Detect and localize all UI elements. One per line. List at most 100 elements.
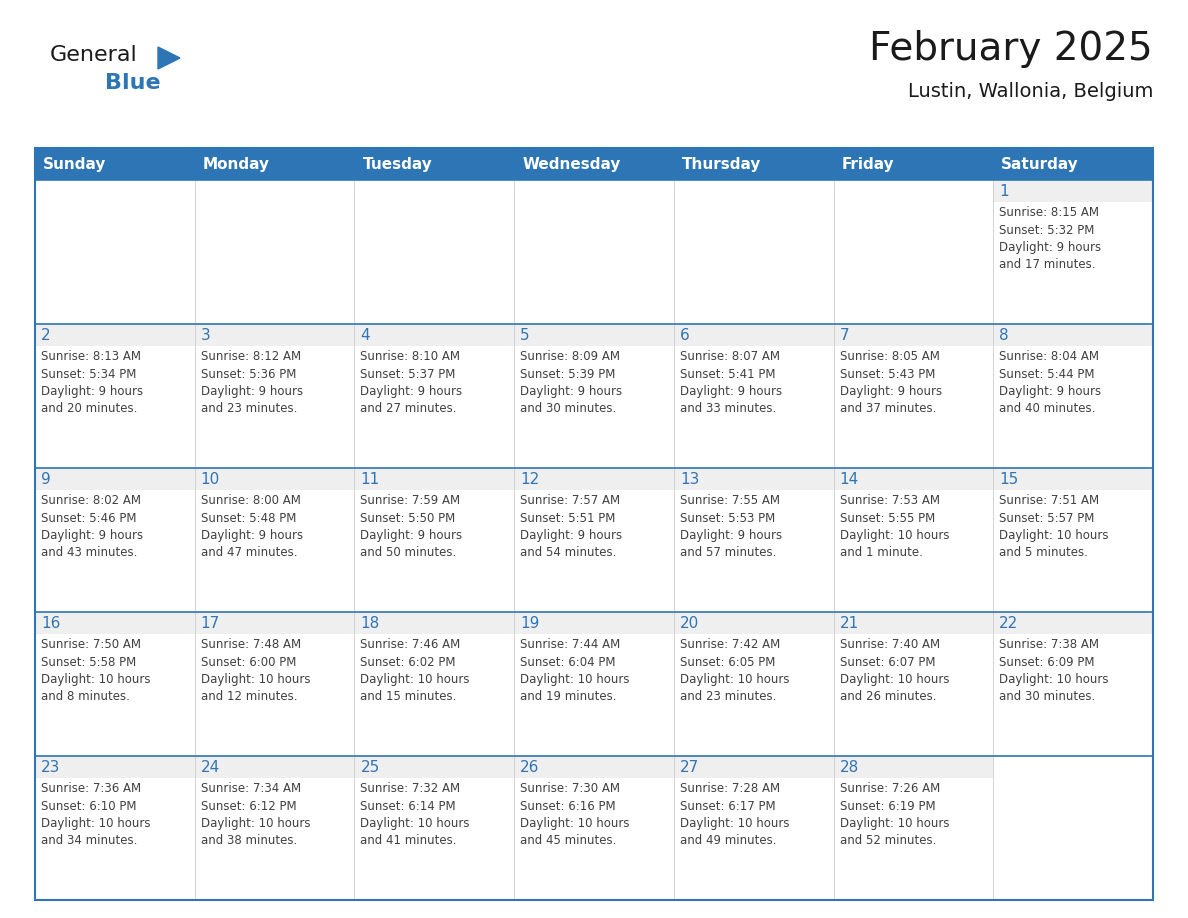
Text: Sunrise: 8:12 AM
Sunset: 5:36 PM
Daylight: 9 hours
and 23 minutes.: Sunrise: 8:12 AM Sunset: 5:36 PM Dayligh… <box>201 350 303 416</box>
FancyBboxPatch shape <box>195 324 354 468</box>
FancyBboxPatch shape <box>834 612 993 756</box>
Text: 25: 25 <box>360 760 380 775</box>
Text: 2: 2 <box>42 328 51 343</box>
FancyBboxPatch shape <box>834 180 993 324</box>
Text: Sunrise: 7:28 AM
Sunset: 6:17 PM
Daylight: 10 hours
and 49 minutes.: Sunrise: 7:28 AM Sunset: 6:17 PM Dayligh… <box>680 782 789 847</box>
FancyBboxPatch shape <box>834 612 993 634</box>
Text: Sunrise: 7:53 AM
Sunset: 5:55 PM
Daylight: 10 hours
and 1 minute.: Sunrise: 7:53 AM Sunset: 5:55 PM Dayligh… <box>840 494 949 559</box>
FancyBboxPatch shape <box>354 612 514 634</box>
Text: Blue: Blue <box>105 73 160 93</box>
FancyBboxPatch shape <box>674 180 834 324</box>
Text: Sunrise: 7:46 AM
Sunset: 6:02 PM
Daylight: 10 hours
and 15 minutes.: Sunrise: 7:46 AM Sunset: 6:02 PM Dayligh… <box>360 638 470 703</box>
Text: 3: 3 <box>201 328 210 343</box>
FancyBboxPatch shape <box>993 324 1154 346</box>
Text: Sunrise: 7:44 AM
Sunset: 6:04 PM
Daylight: 10 hours
and 19 minutes.: Sunrise: 7:44 AM Sunset: 6:04 PM Dayligh… <box>520 638 630 703</box>
Text: Sunrise: 7:57 AM
Sunset: 5:51 PM
Daylight: 9 hours
and 54 minutes.: Sunrise: 7:57 AM Sunset: 5:51 PM Dayligh… <box>520 494 623 559</box>
FancyBboxPatch shape <box>354 612 514 756</box>
FancyBboxPatch shape <box>195 756 354 778</box>
FancyBboxPatch shape <box>195 180 354 324</box>
FancyBboxPatch shape <box>514 612 674 756</box>
Text: 26: 26 <box>520 760 539 775</box>
FancyBboxPatch shape <box>834 756 993 778</box>
FancyBboxPatch shape <box>354 324 514 346</box>
FancyBboxPatch shape <box>34 756 195 778</box>
Text: Sunrise: 8:09 AM
Sunset: 5:39 PM
Daylight: 9 hours
and 30 minutes.: Sunrise: 8:09 AM Sunset: 5:39 PM Dayligh… <box>520 350 623 416</box>
FancyBboxPatch shape <box>34 612 195 634</box>
FancyBboxPatch shape <box>195 612 354 756</box>
FancyBboxPatch shape <box>993 180 1154 324</box>
FancyBboxPatch shape <box>514 468 674 490</box>
Text: Sunday: Sunday <box>43 156 107 172</box>
FancyBboxPatch shape <box>195 468 354 490</box>
Text: Sunrise: 8:15 AM
Sunset: 5:32 PM
Daylight: 9 hours
and 17 minutes.: Sunrise: 8:15 AM Sunset: 5:32 PM Dayligh… <box>999 206 1101 272</box>
Text: Saturday: Saturday <box>1001 156 1079 172</box>
FancyBboxPatch shape <box>834 324 993 346</box>
Text: Lustin, Wallonia, Belgium: Lustin, Wallonia, Belgium <box>908 82 1154 101</box>
Text: February 2025: February 2025 <box>870 30 1154 68</box>
Text: 7: 7 <box>840 328 849 343</box>
Text: Sunrise: 8:02 AM
Sunset: 5:46 PM
Daylight: 9 hours
and 43 minutes.: Sunrise: 8:02 AM Sunset: 5:46 PM Dayligh… <box>42 494 143 559</box>
FancyBboxPatch shape <box>674 324 834 468</box>
FancyBboxPatch shape <box>993 324 1154 468</box>
Text: Sunrise: 7:59 AM
Sunset: 5:50 PM
Daylight: 9 hours
and 50 minutes.: Sunrise: 7:59 AM Sunset: 5:50 PM Dayligh… <box>360 494 462 559</box>
Text: 24: 24 <box>201 760 220 775</box>
FancyBboxPatch shape <box>674 324 834 346</box>
FancyBboxPatch shape <box>34 324 195 468</box>
FancyBboxPatch shape <box>34 756 195 900</box>
Text: Wednesday: Wednesday <box>523 156 620 172</box>
FancyBboxPatch shape <box>674 612 834 756</box>
FancyBboxPatch shape <box>993 756 1154 900</box>
Text: 9: 9 <box>42 472 51 487</box>
Text: 13: 13 <box>680 472 700 487</box>
Text: Sunrise: 7:30 AM
Sunset: 6:16 PM
Daylight: 10 hours
and 45 minutes.: Sunrise: 7:30 AM Sunset: 6:16 PM Dayligh… <box>520 782 630 847</box>
FancyBboxPatch shape <box>834 468 993 612</box>
Text: 16: 16 <box>42 616 61 631</box>
Text: Sunrise: 7:38 AM
Sunset: 6:09 PM
Daylight: 10 hours
and 30 minutes.: Sunrise: 7:38 AM Sunset: 6:09 PM Dayligh… <box>999 638 1108 703</box>
FancyBboxPatch shape <box>993 468 1154 490</box>
Text: 14: 14 <box>840 472 859 487</box>
FancyBboxPatch shape <box>993 612 1154 634</box>
FancyBboxPatch shape <box>354 756 514 900</box>
FancyBboxPatch shape <box>354 324 514 468</box>
Text: 10: 10 <box>201 472 220 487</box>
Text: General: General <box>50 45 138 65</box>
FancyBboxPatch shape <box>34 612 195 756</box>
FancyBboxPatch shape <box>834 324 993 468</box>
Text: Sunrise: 7:32 AM
Sunset: 6:14 PM
Daylight: 10 hours
and 41 minutes.: Sunrise: 7:32 AM Sunset: 6:14 PM Dayligh… <box>360 782 470 847</box>
Text: 22: 22 <box>999 616 1018 631</box>
FancyBboxPatch shape <box>354 468 514 612</box>
Text: Sunrise: 7:26 AM
Sunset: 6:19 PM
Daylight: 10 hours
and 52 minutes.: Sunrise: 7:26 AM Sunset: 6:19 PM Dayligh… <box>840 782 949 847</box>
FancyBboxPatch shape <box>674 756 834 778</box>
Text: Sunrise: 7:48 AM
Sunset: 6:00 PM
Daylight: 10 hours
and 12 minutes.: Sunrise: 7:48 AM Sunset: 6:00 PM Dayligh… <box>201 638 310 703</box>
Text: 19: 19 <box>520 616 539 631</box>
FancyBboxPatch shape <box>993 612 1154 756</box>
FancyBboxPatch shape <box>993 468 1154 612</box>
Text: 4: 4 <box>360 328 369 343</box>
Text: Sunrise: 7:42 AM
Sunset: 6:05 PM
Daylight: 10 hours
and 23 minutes.: Sunrise: 7:42 AM Sunset: 6:05 PM Dayligh… <box>680 638 789 703</box>
Text: 6: 6 <box>680 328 689 343</box>
FancyBboxPatch shape <box>514 324 674 468</box>
Text: Tuesday: Tuesday <box>362 156 432 172</box>
FancyBboxPatch shape <box>514 324 674 346</box>
Text: 11: 11 <box>360 472 380 487</box>
Text: 20: 20 <box>680 616 699 631</box>
Text: Sunrise: 8:07 AM
Sunset: 5:41 PM
Daylight: 9 hours
and 33 minutes.: Sunrise: 8:07 AM Sunset: 5:41 PM Dayligh… <box>680 350 782 416</box>
FancyBboxPatch shape <box>514 468 674 612</box>
Text: 17: 17 <box>201 616 220 631</box>
Text: 15: 15 <box>999 472 1018 487</box>
FancyBboxPatch shape <box>34 324 195 346</box>
Text: 5: 5 <box>520 328 530 343</box>
Text: Sunrise: 7:50 AM
Sunset: 5:58 PM
Daylight: 10 hours
and 8 minutes.: Sunrise: 7:50 AM Sunset: 5:58 PM Dayligh… <box>42 638 151 703</box>
Text: Sunrise: 8:04 AM
Sunset: 5:44 PM
Daylight: 9 hours
and 40 minutes.: Sunrise: 8:04 AM Sunset: 5:44 PM Dayligh… <box>999 350 1101 416</box>
FancyBboxPatch shape <box>674 756 834 900</box>
Text: Sunrise: 7:51 AM
Sunset: 5:57 PM
Daylight: 10 hours
and 5 minutes.: Sunrise: 7:51 AM Sunset: 5:57 PM Dayligh… <box>999 494 1108 559</box>
FancyBboxPatch shape <box>993 180 1154 202</box>
FancyBboxPatch shape <box>514 612 674 634</box>
FancyBboxPatch shape <box>195 468 354 612</box>
FancyBboxPatch shape <box>834 756 993 900</box>
FancyBboxPatch shape <box>354 756 514 778</box>
FancyBboxPatch shape <box>674 468 834 490</box>
Text: Monday: Monday <box>203 156 270 172</box>
FancyBboxPatch shape <box>674 468 834 612</box>
Text: 18: 18 <box>360 616 380 631</box>
